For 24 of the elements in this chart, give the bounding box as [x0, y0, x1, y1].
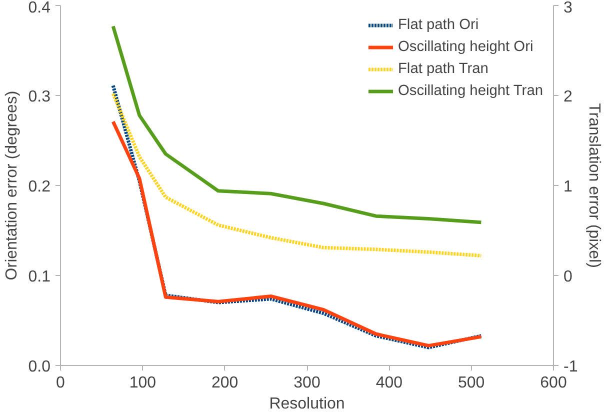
y2-tick-label: 2	[564, 88, 572, 106]
y2-tick-label: 1	[564, 178, 572, 196]
y-axis-title: Orientation error (degrees)	[3, 90, 20, 280]
y2-tick-label: 0	[564, 268, 572, 286]
y-tick-label: 0.1	[28, 268, 51, 286]
x-tick-label: 200	[211, 374, 238, 392]
y-tick-label: 0.2	[28, 178, 51, 196]
x-tick-label: 400	[376, 374, 403, 392]
x-tick-label: 600	[540, 374, 567, 392]
x-tick-label: 0	[56, 374, 66, 392]
x-tick-label: 300	[294, 374, 320, 392]
x-tick-label: 100	[129, 374, 156, 392]
y-tick-label: 0.0	[28, 358, 51, 376]
legend-label: Flat path Ori	[398, 17, 479, 33]
y2-axis-title: Translation error (pixel)	[586, 103, 603, 268]
legend-label: Flat path Tran	[398, 61, 488, 77]
y2-tick-label: 3	[564, 0, 572, 16]
y-tick-label: 0.4	[28, 0, 51, 16]
legend-label: Oscillating height Tran	[398, 83, 543, 99]
x-tick-label: 500	[458, 374, 485, 392]
legend-label: Oscillating height Ori	[398, 39, 534, 55]
x-axis-title: Resolution	[269, 396, 345, 412]
y2-tick-label: -1	[564, 358, 578, 376]
y-tick-label: 0.3	[28, 88, 51, 106]
